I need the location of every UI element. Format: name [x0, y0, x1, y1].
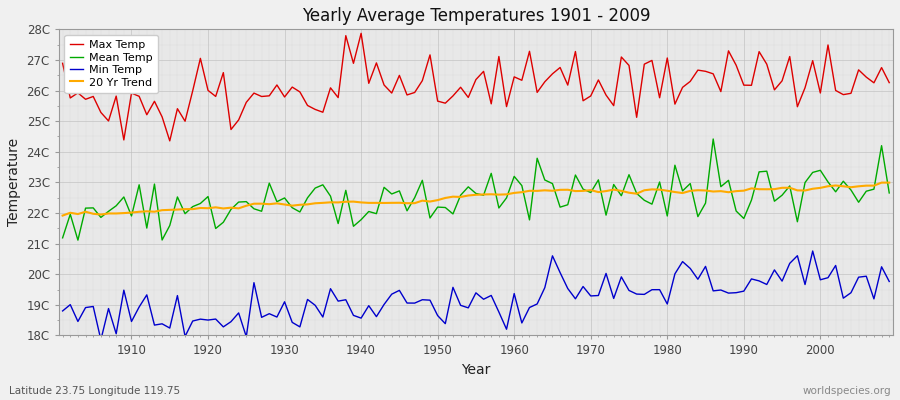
- Max Temp: [884, 80, 895, 85]
- Mean Temp: [517, 183, 527, 188]
- 20 Yr Trend: [600, 189, 611, 194]
- Min Temp: [807, 249, 818, 254]
- 20 Yr Trend: [877, 180, 887, 185]
- Max Temp: [356, 31, 366, 36]
- Text: worldspecies.org: worldspecies.org: [803, 386, 891, 396]
- 20 Yr Trend: [119, 211, 130, 216]
- Mean Temp: [340, 188, 351, 193]
- Legend: Max Temp, Mean Temp, Min Temp, 20 Yr Trend: Max Temp, Mean Temp, Min Temp, 20 Yr Tre…: [64, 35, 158, 93]
- Title: Yearly Average Temperatures 1901 - 2009: Yearly Average Temperatures 1901 - 2009: [302, 7, 650, 25]
- 20 Yr Trend: [58, 213, 68, 218]
- Mean Temp: [294, 210, 305, 214]
- Min Temp: [58, 308, 68, 313]
- Max Temp: [165, 138, 176, 143]
- Max Temp: [616, 55, 626, 60]
- Min Temp: [294, 324, 305, 329]
- Mean Temp: [884, 190, 895, 195]
- Mean Temp: [608, 182, 619, 187]
- Min Temp: [340, 297, 351, 302]
- Min Temp: [517, 320, 527, 325]
- 20 Yr Trend: [884, 180, 895, 185]
- Mean Temp: [508, 174, 519, 179]
- Text: Latitude 23.75 Longitude 119.75: Latitude 23.75 Longitude 119.75: [9, 386, 180, 396]
- Min Temp: [884, 279, 895, 284]
- Max Temp: [524, 49, 535, 54]
- Mean Temp: [707, 137, 718, 142]
- Min Temp: [126, 319, 137, 324]
- 20 Yr Trend: [333, 200, 344, 205]
- Max Temp: [119, 138, 130, 142]
- Mean Temp: [58, 236, 68, 240]
- Line: Min Temp: Min Temp: [63, 251, 889, 340]
- Line: Max Temp: Max Temp: [63, 33, 889, 141]
- Mean Temp: [73, 238, 84, 242]
- 20 Yr Trend: [508, 190, 519, 195]
- 20 Yr Trend: [287, 203, 298, 208]
- Min Temp: [95, 338, 106, 342]
- Max Temp: [340, 33, 351, 38]
- X-axis label: Year: Year: [461, 363, 491, 377]
- Min Temp: [508, 291, 519, 296]
- Max Temp: [58, 61, 68, 66]
- Y-axis label: Temperature: Temperature: [7, 138, 21, 226]
- Line: Mean Temp: Mean Temp: [63, 139, 889, 240]
- Max Temp: [294, 90, 305, 94]
- 20 Yr Trend: [501, 192, 512, 197]
- Max Temp: [517, 78, 527, 83]
- Line: 20 Yr Trend: 20 Yr Trend: [63, 183, 889, 216]
- Min Temp: [608, 296, 619, 301]
- Mean Temp: [126, 214, 137, 218]
